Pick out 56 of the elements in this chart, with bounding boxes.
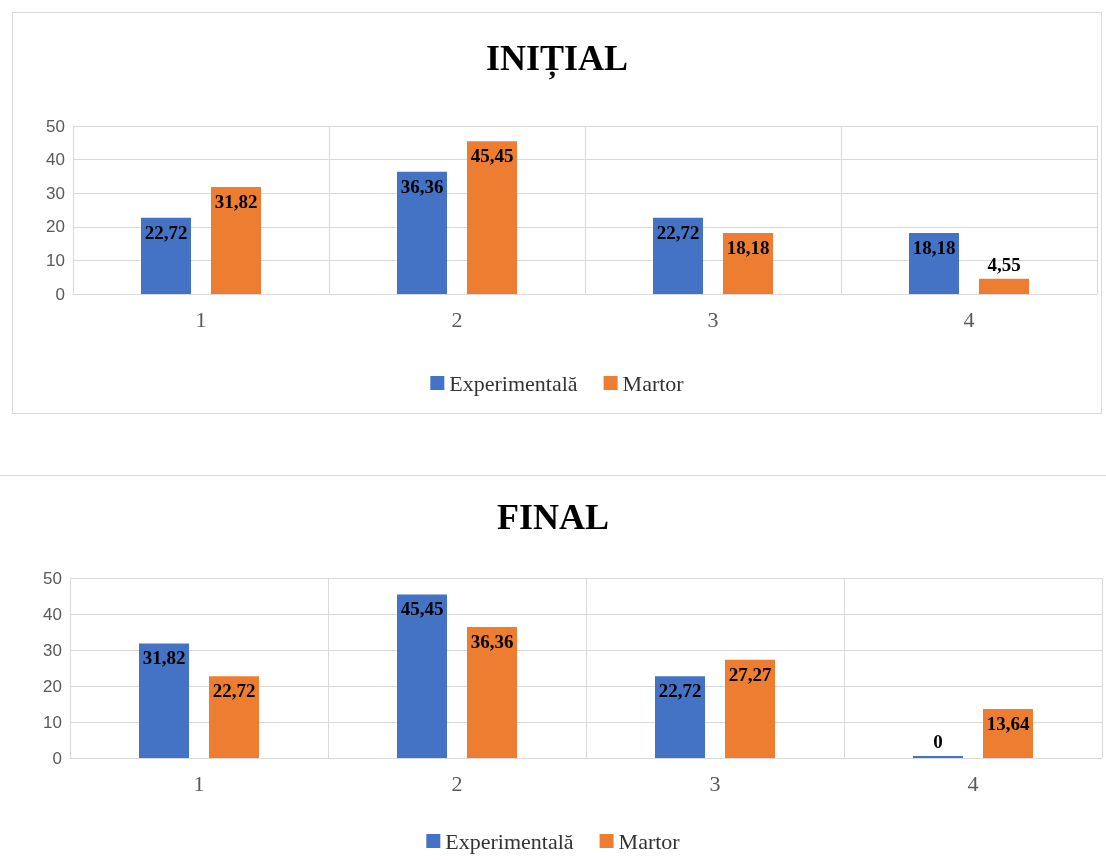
x-tick-label: 2 [451, 306, 463, 332]
y-tick-label: 30 [46, 183, 65, 203]
x-tick-label: 3 [707, 306, 719, 332]
legend-label: Experimentală [445, 828, 574, 854]
data-label: 0 [933, 731, 943, 752]
bar [397, 171, 447, 294]
data-label: 13,64 [986, 712, 1030, 734]
x-tick-label: 3 [709, 770, 721, 796]
data-label: 22,72 [656, 221, 700, 243]
x-tick-label: 4 [963, 306, 975, 332]
x-tick-label: 1 [195, 306, 207, 332]
chart-title: INIȚIAL [485, 38, 629, 80]
y-tick-label: 0 [52, 748, 62, 768]
bar [397, 594, 447, 758]
legend-label: Martor [622, 370, 685, 396]
legend-label: Experimentală [449, 370, 578, 396]
bar [139, 643, 189, 758]
data-label: 4,55 [987, 253, 1021, 275]
x-tick-label: 2 [451, 770, 463, 796]
y-tick-label: 10 [46, 250, 65, 270]
data-label: 31,82 [142, 647, 186, 669]
legend-label: Martor [618, 828, 681, 854]
y-tick-label: 50 [46, 116, 65, 136]
data-label: 18,18 [726, 236, 770, 258]
data-label: 31,82 [214, 191, 258, 213]
data-label: 36,36 [400, 175, 444, 197]
bar [655, 676, 705, 758]
bar [209, 676, 259, 758]
chart-title: FINAL [496, 497, 610, 537]
y-tick-label: 10 [43, 712, 62, 732]
bar [467, 627, 517, 758]
bar [723, 232, 773, 294]
data-label: 36,36 [470, 631, 514, 653]
data-label: 22,72 [658, 680, 702, 702]
bar [653, 217, 703, 294]
data-label: 27,27 [728, 663, 772, 685]
bar [725, 659, 775, 758]
y-tick-label: 20 [43, 676, 62, 696]
data-label: 45,45 [470, 145, 514, 167]
y-tick-label: 40 [46, 150, 65, 170]
y-tick-label: 20 [46, 217, 65, 237]
y-tick-label: 0 [55, 284, 65, 304]
x-tick-label: 1 [193, 770, 205, 796]
x-tick-label: 4 [967, 770, 979, 796]
y-tick-label: 30 [43, 640, 62, 660]
data-label: 22,72 [144, 221, 188, 243]
data-label: 45,45 [400, 598, 444, 620]
data-label: 18,18 [912, 236, 956, 258]
data-label: 22,72 [212, 680, 256, 702]
y-tick-label: 50 [43, 568, 62, 588]
bar [467, 141, 517, 294]
bar [909, 232, 959, 294]
bar [211, 187, 261, 294]
y-tick-label: 40 [43, 604, 62, 624]
bar [979, 278, 1029, 294]
bar [141, 217, 191, 294]
